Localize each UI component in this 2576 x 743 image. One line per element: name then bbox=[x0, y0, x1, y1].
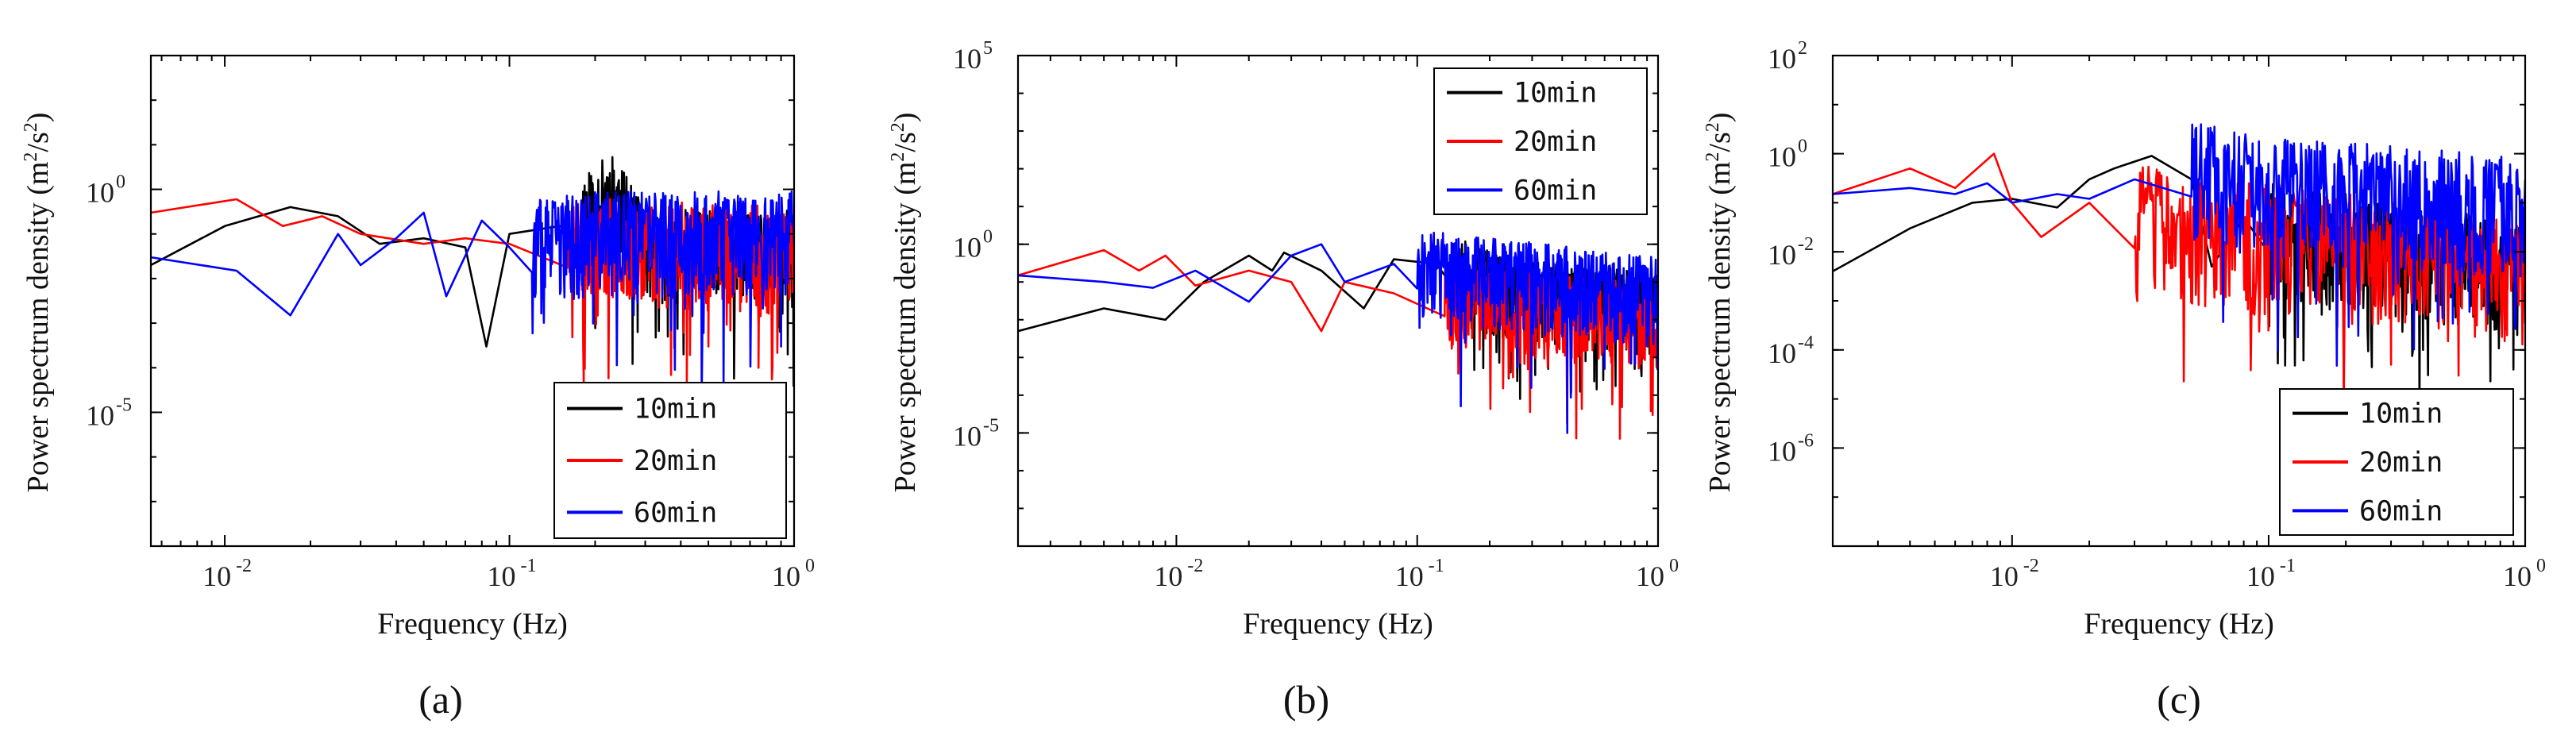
x-tick-exponent: -2 bbox=[2023, 556, 2039, 576]
panel-label: (a) bbox=[418, 677, 463, 722]
x-tick-exponent: 0 bbox=[2536, 556, 2546, 576]
x-tick-label: 10 bbox=[2246, 560, 2275, 592]
y-tick-exponent: -5 bbox=[116, 395, 132, 415]
plot-frame bbox=[149, 54, 796, 548]
x-tick-label: 10 bbox=[1154, 560, 1182, 592]
y-tick-exponent: -5 bbox=[983, 415, 999, 436]
y-axis-label: Power spectrum density (m2/s2) bbox=[1703, 113, 1737, 493]
y-tick-exponent: 5 bbox=[983, 38, 993, 59]
x-tick-label: 10 bbox=[1636, 560, 1664, 592]
series-line-60min bbox=[1833, 123, 2525, 367]
y-axis-label-part: 2 bbox=[1703, 152, 1723, 162]
plot-area bbox=[1833, 123, 2525, 414]
y-tick-label: 10 bbox=[1768, 435, 1796, 467]
x-tick-label: 10 bbox=[1395, 560, 1424, 592]
series-line-60min bbox=[1018, 231, 1658, 434]
y-tick-label: 10 bbox=[1768, 337, 1796, 369]
y-tick-exponent: -2 bbox=[1798, 234, 1814, 255]
y-tick-exponent: -4 bbox=[1798, 333, 1814, 353]
y-axis-label-part: 2 bbox=[888, 152, 908, 162]
y-axis-label: Power spectrum density (m2/s2) bbox=[21, 113, 55, 493]
legend-label: 10min bbox=[1514, 78, 1597, 110]
x-tick-exponent: 0 bbox=[1669, 556, 1679, 576]
x-tick-label: 10 bbox=[488, 560, 516, 592]
series-line-60min bbox=[151, 190, 794, 397]
y-tick-exponent: 0 bbox=[116, 172, 125, 193]
legend-label: 20min bbox=[2359, 447, 2443, 479]
legend: 10min 20min 60min bbox=[2279, 388, 2514, 536]
y-axis-label-part: Power spectrum density (m bbox=[21, 162, 55, 493]
x-axis-label: Frequency (Hz) bbox=[377, 607, 568, 641]
y-axis-label-part: 2 bbox=[21, 122, 41, 132]
plot-area bbox=[1018, 231, 1658, 440]
y-axis-label-part: 2 bbox=[1703, 122, 1723, 132]
y-tick-label: 10 bbox=[1768, 239, 1796, 271]
y-tick-label: 10 bbox=[1768, 43, 1796, 75]
legend-label: 10min bbox=[2359, 398, 2443, 430]
y-axis-label-part: Power spectrum density (m bbox=[1703, 162, 1737, 493]
x-tick-label: 10 bbox=[772, 560, 800, 592]
y-tick-label: 10 bbox=[953, 43, 981, 75]
x-tick-exponent: -2 bbox=[236, 556, 252, 576]
y-tick-label: 10 bbox=[1768, 141, 1796, 173]
y-axis-label-part: ) bbox=[1703, 113, 1737, 123]
y-tick-exponent: 0 bbox=[1798, 137, 1807, 157]
y-axis-label-part: /s bbox=[889, 132, 922, 152]
legend-label: 10min bbox=[634, 394, 717, 425]
plot-area bbox=[151, 156, 794, 397]
y-tick-exponent: 0 bbox=[983, 227, 993, 248]
x-tick-label: 10 bbox=[202, 560, 231, 592]
y-tick-exponent: -6 bbox=[1798, 430, 1814, 451]
panel-label: (c) bbox=[2157, 677, 2201, 722]
x-axis-label: Frequency (Hz) bbox=[1243, 607, 1433, 641]
legend-label: 20min bbox=[1514, 126, 1597, 158]
x-tick-label: 10 bbox=[2503, 560, 2532, 592]
y-tick-exponent: 2 bbox=[1798, 38, 1807, 59]
panel-label: (b) bbox=[1283, 677, 1329, 722]
y-tick-label: 10 bbox=[86, 177, 114, 209]
x-tick-exponent: -1 bbox=[1429, 556, 1444, 576]
y-axis-label-part: ) bbox=[889, 113, 922, 123]
legend: 10min 20min 60min bbox=[553, 382, 787, 539]
x-tick-exponent: -1 bbox=[521, 556, 537, 576]
x-tick-exponent: -2 bbox=[1187, 556, 1203, 576]
y-tick-label: 10 bbox=[86, 399, 114, 431]
legend-label: 60min bbox=[1514, 175, 1597, 206]
y-axis-label-part: 2 bbox=[888, 122, 908, 132]
legend-label: 20min bbox=[634, 445, 717, 477]
y-axis-label-part: ) bbox=[21, 113, 55, 123]
x-tick-exponent: 0 bbox=[805, 556, 815, 576]
legend: 10min 20min 60min bbox=[1433, 67, 1648, 215]
x-tick-label: 10 bbox=[1990, 560, 2019, 592]
y-axis-label: Power spectrum density (m2/s2) bbox=[888, 113, 922, 493]
y-axis-label-part: 2 bbox=[21, 152, 41, 162]
x-axis-label: Frequency (Hz) bbox=[2084, 607, 2274, 641]
y-axis-label-part: Power spectrum density (m bbox=[889, 162, 922, 493]
plot-frame bbox=[1016, 54, 1660, 548]
legend-label: 60min bbox=[2359, 495, 2443, 527]
y-tick-label: 10 bbox=[953, 420, 981, 452]
x-tick-exponent: -1 bbox=[2280, 556, 2296, 576]
y-axis-label-part: /s bbox=[1703, 132, 1737, 152]
y-tick-label: 10 bbox=[953, 232, 981, 264]
y-axis-label-part: /s bbox=[21, 132, 55, 152]
legend-label: 60min bbox=[634, 497, 717, 529]
